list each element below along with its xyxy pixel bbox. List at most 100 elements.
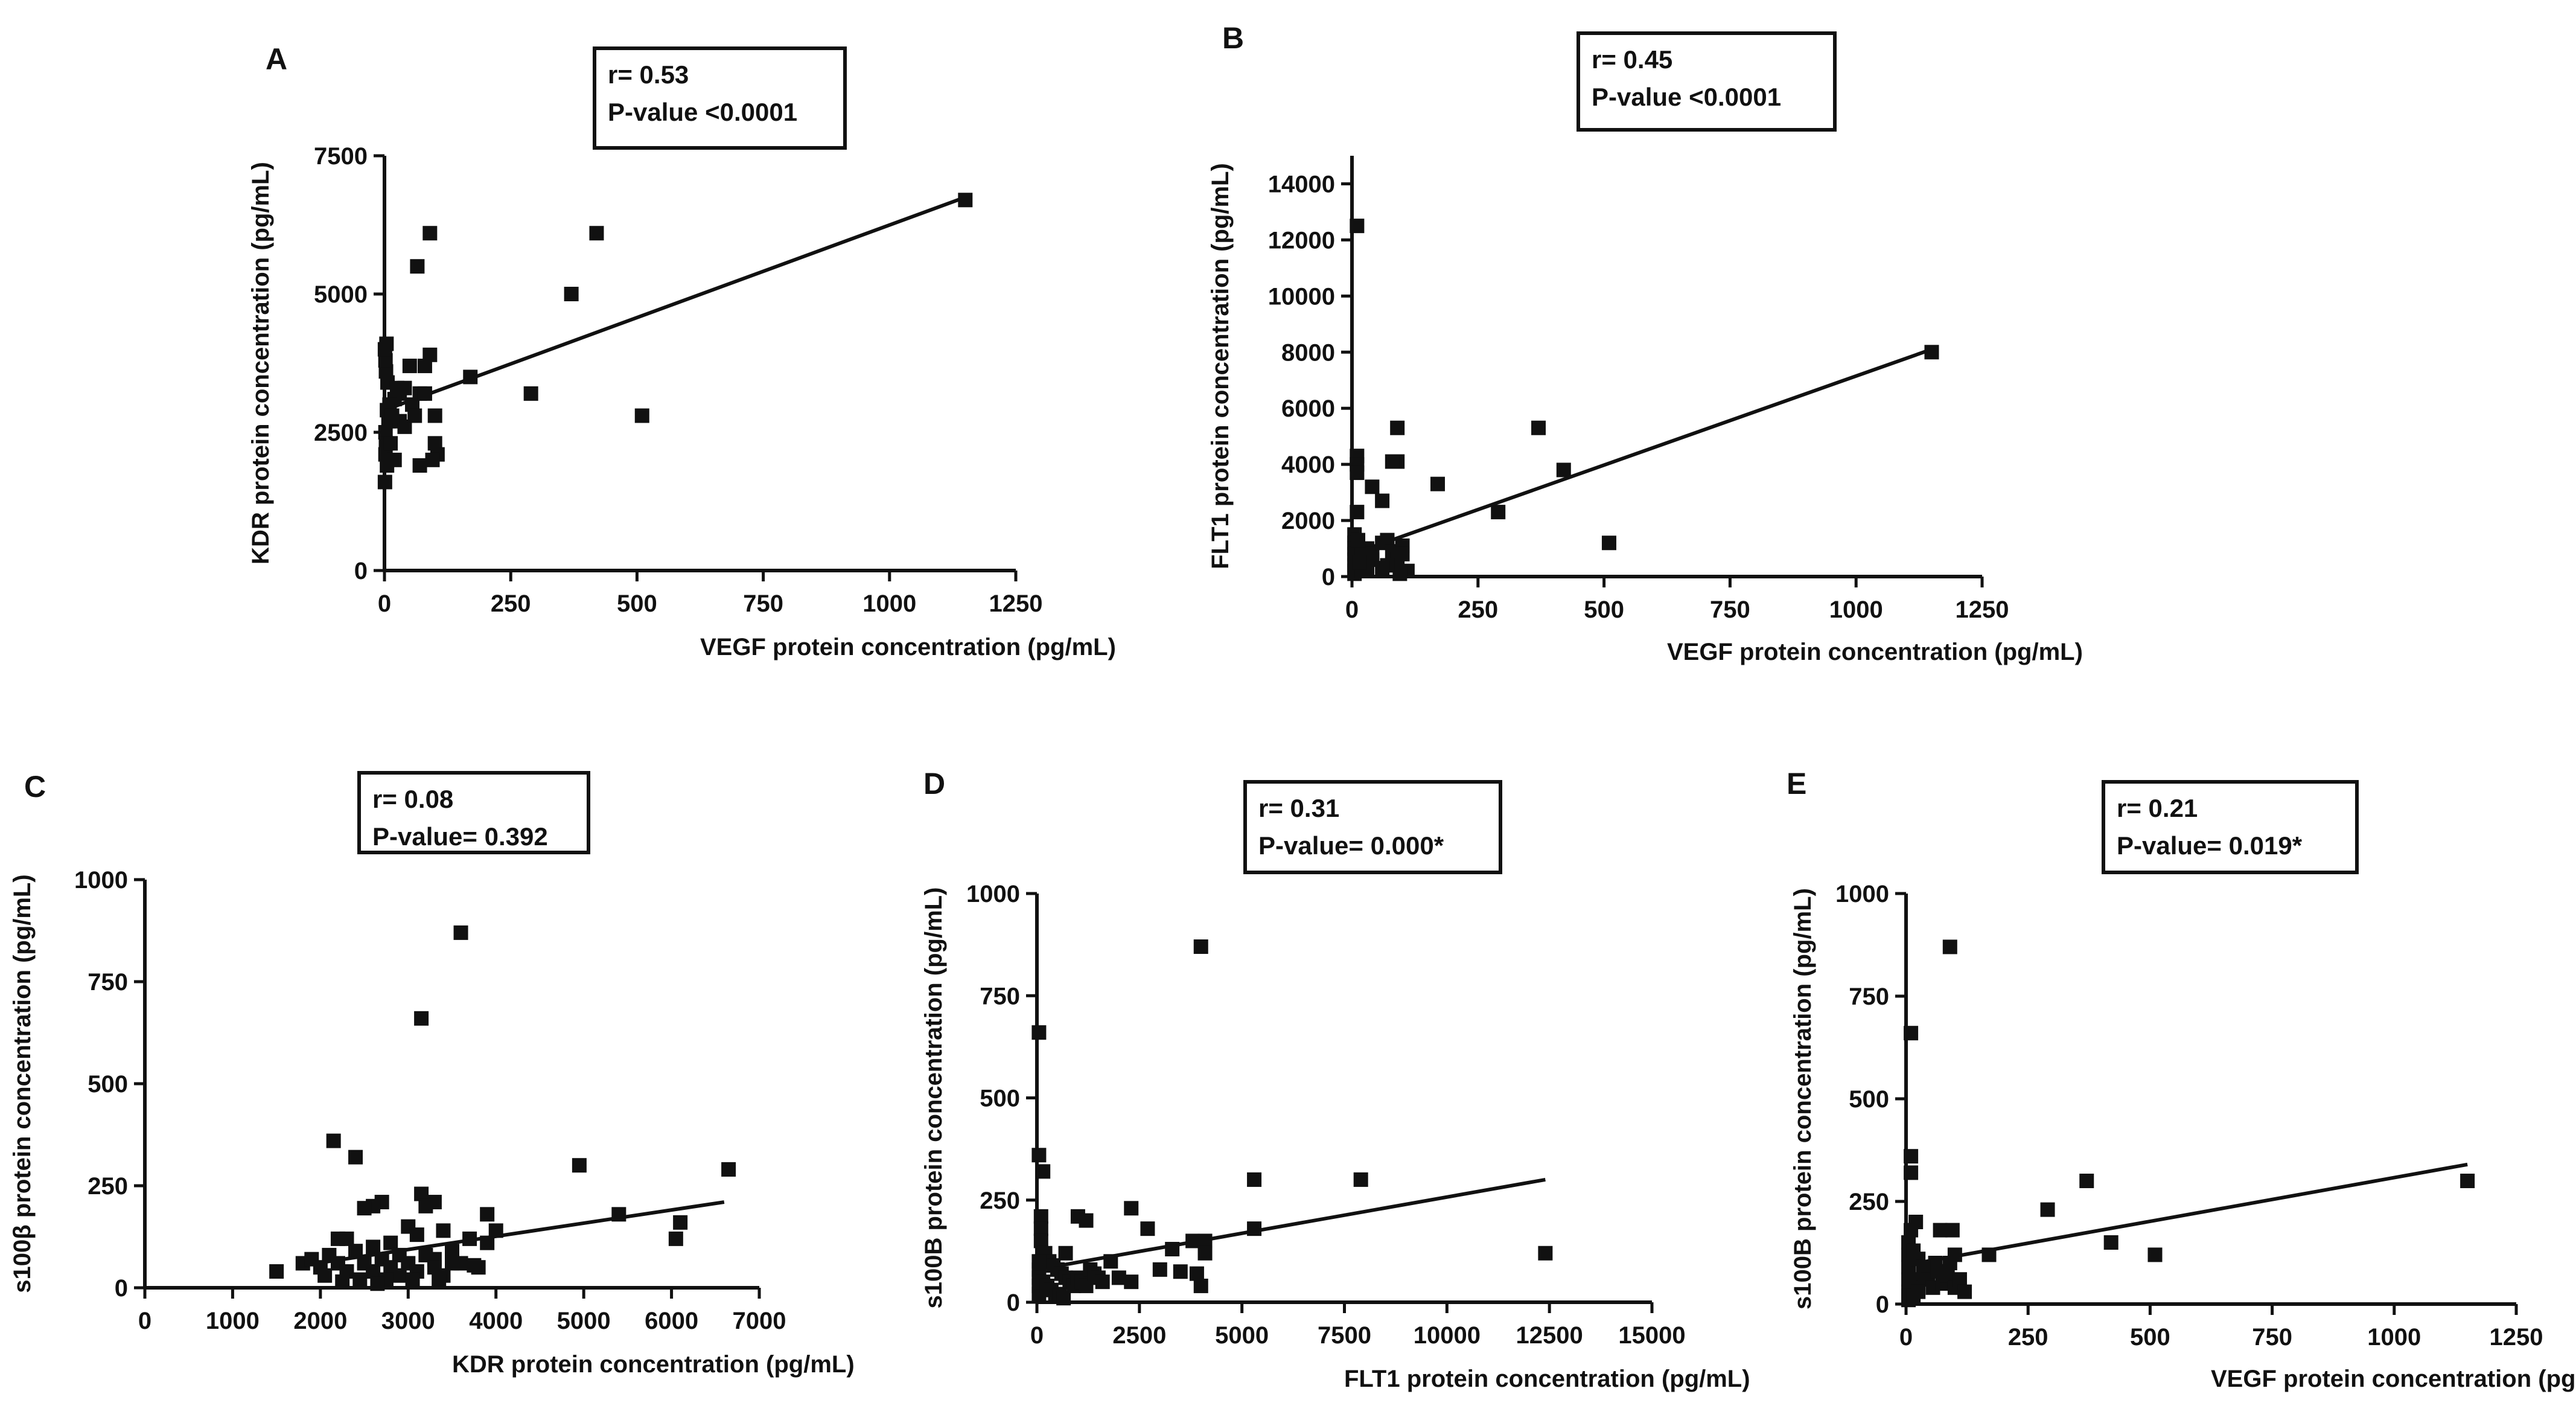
y-axis-label: s100B protein concentration (pg/mL)	[1790, 888, 1816, 1309]
data-point	[1031, 1148, 1047, 1163]
data-point	[432, 1274, 447, 1289]
stats-box	[2102, 780, 2359, 874]
x-tick-label: 500	[617, 590, 657, 617]
y-tick-label: 750	[88, 969, 128, 996]
x-tick-label: 250	[491, 590, 531, 617]
regression-line	[1905, 1162, 2468, 1267]
data-point	[335, 1274, 350, 1289]
x-tick-label: 7000	[733, 1308, 786, 1334]
data-point	[366, 1264, 381, 1279]
data-point	[383, 436, 398, 451]
data-point	[427, 408, 442, 423]
data-point	[958, 193, 973, 208]
data-point	[1056, 1291, 1071, 1306]
data-point	[1904, 1149, 1919, 1164]
x-tick-label: 2500	[1112, 1322, 1166, 1349]
data-point	[488, 1223, 503, 1238]
data-point	[1924, 345, 1939, 360]
data-point	[405, 1272, 420, 1287]
stats-line: r= 0.31	[1258, 794, 1339, 822]
data-point	[418, 1247, 433, 1262]
data-point	[1165, 1241, 1180, 1256]
data-point	[366, 1239, 381, 1255]
x-tick-label: 4000	[469, 1308, 523, 1334]
data-point	[1491, 505, 1506, 520]
x-tick-label: 0	[378, 590, 391, 617]
y-tick-label: 4000	[1281, 452, 1335, 478]
x-tick-label: 0	[138, 1308, 151, 1334]
data-point	[1392, 566, 1408, 581]
y-tick-label: 5000	[314, 281, 368, 308]
y-axis-label: s100B protein concentration (pg/mL)	[920, 887, 947, 1309]
y-axis-label: FLT1 protein concentration (pg/mL)	[1207, 163, 1234, 569]
stats-line: r= 0.45	[1592, 45, 1672, 74]
y-tick-label: 0	[1876, 1291, 1889, 1318]
data-point	[414, 1011, 429, 1026]
data-point	[1197, 1246, 1213, 1261]
data-point	[407, 408, 422, 423]
data-point	[330, 1231, 345, 1246]
data-point	[352, 1272, 368, 1287]
data-point	[611, 1207, 626, 1222]
regression-line	[1351, 347, 1933, 556]
x-axis-label: KDR protein concentration (pg/mL)	[452, 1351, 855, 1378]
x-tick-label: 750	[2252, 1324, 2292, 1351]
y-tick-label: 10000	[1268, 283, 1335, 310]
stats-line: r= 0.21	[2117, 794, 2198, 822]
data-point	[1981, 1247, 1997, 1262]
data-point	[1095, 1274, 1110, 1290]
data-point	[1942, 939, 1957, 955]
panel-d: Dr= 0.31P-value= 0.000*0 2500 5000 7500 1000…	[920, 767, 1750, 1392]
data-point	[409, 1227, 424, 1242]
y-tick-label: 0	[354, 558, 368, 584]
data-point	[1031, 1025, 1047, 1040]
data-point	[1952, 1272, 1967, 1287]
data-point	[1353, 1172, 1368, 1187]
x-tick-label: 12500	[1516, 1322, 1583, 1349]
x-axis-label: FLT1 protein concentration (pg/mL)	[1344, 1366, 1750, 1392]
x-tick-label: 5000	[1215, 1322, 1269, 1349]
data-point	[1247, 1221, 1262, 1236]
x-tick-label: 2000	[293, 1308, 347, 1334]
data-point	[1942, 1256, 1957, 1270]
data-point	[462, 1231, 477, 1246]
y-tick-label: 6000	[1281, 395, 1335, 422]
data-point	[377, 475, 392, 490]
data-point	[383, 1235, 398, 1250]
data-point	[2040, 1202, 2055, 1217]
data-point	[1351, 532, 1366, 548]
data-point	[1033, 1221, 1048, 1236]
data-point	[348, 1244, 363, 1259]
y-tick-label: 750	[1849, 983, 1889, 1010]
data-point	[1189, 1266, 1204, 1281]
x-tick-label: 1250	[2490, 1324, 2543, 1351]
data-point	[572, 1158, 587, 1173]
y-tick-label: 1000	[1835, 881, 1889, 907]
x-tick-label: 500	[2130, 1324, 2170, 1351]
data-point	[1395, 546, 1410, 561]
stats-box	[357, 771, 590, 854]
data-point	[523, 386, 538, 401]
data-point	[1058, 1246, 1073, 1261]
x-tick-label: 0	[1899, 1324, 1913, 1351]
data-point	[1556, 462, 1571, 478]
data-point	[370, 1276, 385, 1291]
regression-line	[1036, 1177, 1546, 1271]
data-point	[1193, 939, 1208, 955]
data-point	[418, 1198, 433, 1214]
y-tick-label: 0	[1322, 564, 1335, 590]
data-point	[1197, 1233, 1213, 1249]
data-point	[480, 1207, 495, 1222]
data-point	[668, 1231, 683, 1246]
data-point	[422, 226, 438, 241]
panel-b: Br= 0.45 P-value <0.0001 0 250 500 750 1000 125…	[1207, 21, 2083, 665]
y-tick-label: 8000	[1281, 339, 1335, 366]
x-tick-label: 15000	[1618, 1322, 1685, 1349]
y-tick-label: 2500	[314, 420, 368, 446]
data-point	[379, 336, 394, 351]
data-point	[414, 1186, 429, 1201]
data-point	[480, 1235, 495, 1250]
